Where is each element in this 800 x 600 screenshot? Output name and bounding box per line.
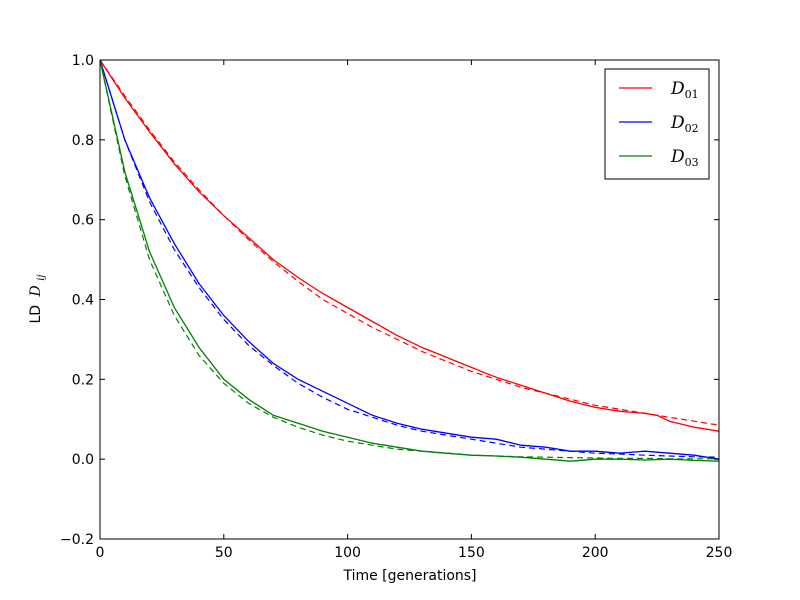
series-line-01	[99, 59, 720, 432]
series-line-03	[99, 59, 720, 462]
y-tick-label: 0.2	[72, 372, 94, 388]
x-tick-label: 0	[96, 545, 105, 561]
x-tick-label: 150	[458, 545, 485, 561]
fit-line-03	[99, 59, 719, 460]
y-axis-label: LD D ij	[28, 274, 47, 323]
y-tick-label: 0.6	[72, 213, 94, 229]
legend-symbol: D	[670, 79, 685, 99]
legend-box	[604, 68, 710, 180]
x-tick-label: 100	[334, 545, 361, 561]
legend-entry-02: D02	[670, 113, 699, 135]
plot-lines	[99, 59, 720, 462]
legend-entry-01: D01	[670, 79, 699, 101]
axis-ticks: 0 50 100 150 200 250 −0.2 0.0 0.2 0.4 0.6 0.8 1.0	[60, 53, 732, 561]
legend-subscript: 01	[685, 88, 699, 101]
x-tick-label: 200	[582, 545, 609, 561]
x-tick-label: 250	[706, 545, 733, 561]
legend-subscript: 02	[685, 122, 699, 135]
fit-line-01	[99, 59, 720, 426]
y-axis-label-subscript: ij	[36, 274, 47, 280]
x-tick-label: 50	[215, 545, 233, 561]
y-axis-label-symbol: D	[28, 285, 44, 297]
y-tick-label: 0.0	[72, 452, 94, 468]
y-tick-label: −0.2	[60, 532, 94, 548]
legend-symbol: D	[670, 113, 685, 133]
y-tick-label: 0.4	[72, 293, 94, 309]
legend-symbol: D	[670, 147, 685, 167]
x-axis-label: Time [generations]	[342, 568, 476, 584]
y-tick-label: 0.8	[72, 133, 94, 149]
y-axis-label-text: LD	[28, 305, 44, 324]
y-tick-label: 1.0	[72, 53, 94, 69]
legend-subscript: 03	[685, 156, 699, 169]
legend-entry-03: D03	[670, 147, 699, 169]
series-line-02	[99, 59, 720, 460]
